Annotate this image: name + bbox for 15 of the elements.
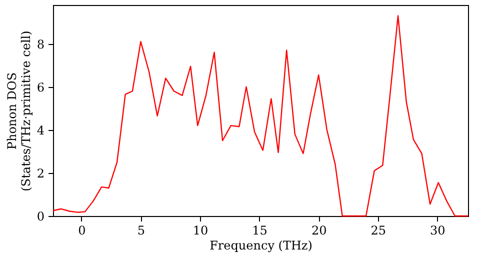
x-tick-label: 30 <box>430 224 446 238</box>
y-tick-label: 2 <box>36 166 44 180</box>
y-axis-title: Phonon DOS (States/THz·primitive cell) <box>4 30 33 192</box>
x-tick-label: 15 <box>252 224 268 238</box>
y-tick-label: 4 <box>36 123 45 138</box>
x-tick-label: 0 <box>78 224 86 238</box>
x-tick-label: 5 <box>137 224 146 238</box>
line-series <box>52 15 469 217</box>
x-tick-label: 25 <box>370 224 386 238</box>
y-tick-label: 6 <box>36 80 44 94</box>
x-tick-label: 10 <box>192 224 208 238</box>
x-tick-label: 20 <box>311 224 327 238</box>
y-tick-label: 8 <box>36 37 44 52</box>
x-axis-title: Frequency (THz) <box>210 238 312 252</box>
y-tick-label: 0 <box>36 210 44 224</box>
